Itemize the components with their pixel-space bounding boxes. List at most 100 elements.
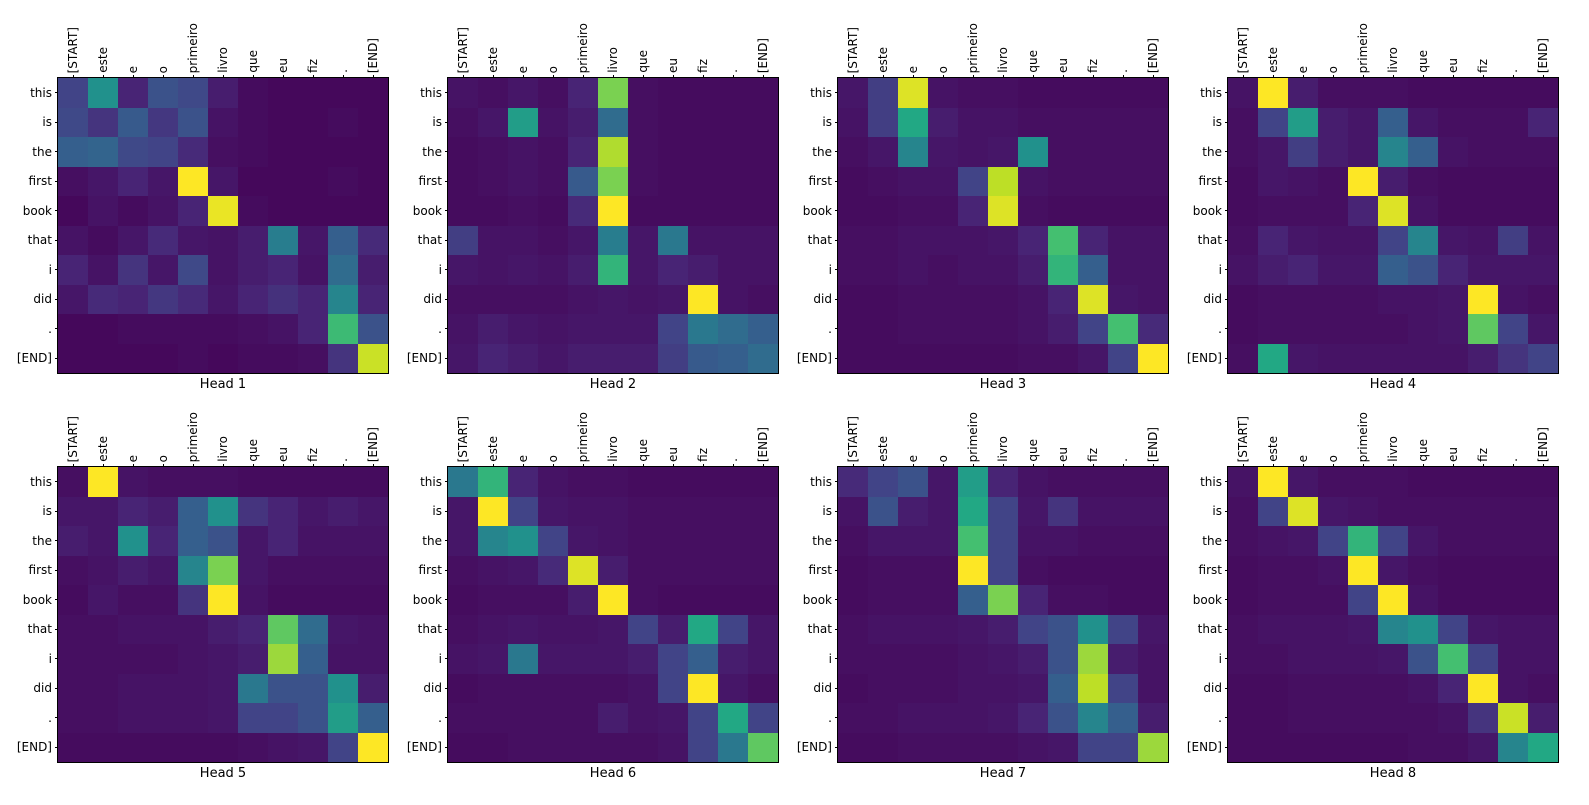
heatmap-cell bbox=[448, 467, 478, 497]
attention-heatmap bbox=[57, 77, 389, 374]
x-tick: fiz bbox=[688, 395, 718, 467]
heatmap-cell bbox=[1408, 614, 1438, 644]
heatmap-cell bbox=[538, 343, 568, 373]
heatmap-cell bbox=[358, 703, 388, 733]
heatmap-cell bbox=[748, 496, 778, 526]
heatmap-cell bbox=[478, 166, 508, 196]
y-tick: this bbox=[782, 467, 838, 497]
x-tick-label: e bbox=[1296, 65, 1310, 73]
heatmap-cell bbox=[298, 526, 328, 556]
x-axis-labels: [START] este e o primeiro livro que eu fiz. [END] bbox=[58, 6, 388, 78]
heatmap-cell bbox=[898, 496, 928, 526]
heatmap-cell bbox=[928, 107, 958, 137]
x-tick-mark bbox=[702, 75, 704, 78]
x-tick-label: e bbox=[516, 65, 530, 73]
heatmap-cell bbox=[1528, 585, 1558, 615]
heatmap-cell bbox=[118, 732, 148, 762]
x-tick: primeiro bbox=[568, 6, 598, 78]
heatmap-cell bbox=[268, 343, 298, 373]
x-tick: [START] bbox=[448, 395, 478, 467]
heatmap-cell bbox=[628, 196, 658, 226]
heatmap-cell bbox=[718, 496, 748, 526]
heatmap-cell bbox=[1378, 225, 1408, 255]
heatmap-cell bbox=[688, 732, 718, 762]
heatmap-cell bbox=[1018, 284, 1048, 314]
heatmap-cell bbox=[448, 644, 478, 674]
y-tick-mark bbox=[55, 628, 58, 630]
heatmap-cell bbox=[268, 496, 298, 526]
heatmap-cell bbox=[898, 644, 928, 674]
y-tick: . bbox=[1172, 703, 1228, 733]
head-title: Head 5 bbox=[199, 766, 247, 781]
heatmap-cell bbox=[658, 555, 688, 585]
heatmap-cell bbox=[958, 703, 988, 733]
heatmap-cell bbox=[58, 526, 88, 556]
heatmap-cell bbox=[1528, 343, 1558, 373]
heatmap-cell bbox=[1318, 703, 1348, 733]
y-tick: this bbox=[1172, 467, 1228, 497]
heatmap-cell bbox=[268, 78, 298, 108]
heatmap-cell bbox=[1318, 467, 1348, 497]
heatmap-cell bbox=[1138, 732, 1168, 762]
heatmap-cell bbox=[538, 732, 568, 762]
attention-head-panel-3: [START] este e o primeiro livro que eu fiz. [END]… bbox=[782, 6, 1169, 395]
heatmap-cell bbox=[1108, 673, 1138, 703]
heatmap-cell bbox=[718, 585, 748, 615]
attention-heatmap bbox=[1227, 77, 1559, 374]
y-tick-mark bbox=[55, 540, 58, 542]
x-tick-label: fiz bbox=[1476, 59, 1490, 73]
x-tick: que bbox=[1018, 6, 1048, 78]
x-tick: . bbox=[1498, 395, 1528, 467]
heatmap-cell bbox=[1228, 732, 1258, 762]
x-tick-mark bbox=[252, 75, 254, 78]
heatmap-cell bbox=[868, 196, 898, 226]
y-tick: [END] bbox=[1172, 344, 1228, 374]
x-tick: este bbox=[478, 395, 508, 467]
heatmap-cell bbox=[1318, 255, 1348, 285]
y-tick-mark bbox=[55, 239, 58, 241]
y-tick-mark bbox=[445, 121, 448, 123]
y-tick-mark bbox=[445, 180, 448, 182]
heatmap-cell bbox=[1018, 225, 1048, 255]
heatmap-cell bbox=[1018, 166, 1048, 196]
heatmap-cell bbox=[868, 585, 898, 615]
heatmap-cell bbox=[1378, 526, 1408, 556]
heatmap-cell bbox=[478, 284, 508, 314]
heatmap-cell bbox=[628, 614, 658, 644]
heatmap-cell bbox=[1228, 255, 1258, 285]
heatmap-cell bbox=[688, 78, 718, 108]
heatmap-cell bbox=[1258, 314, 1288, 344]
heatmap-cell bbox=[898, 255, 928, 285]
heatmap-cell bbox=[958, 555, 988, 585]
heatmap-cell bbox=[328, 196, 358, 226]
heatmap-cell bbox=[1468, 673, 1498, 703]
heatmap-cell bbox=[178, 107, 208, 137]
x-tick-mark bbox=[342, 464, 344, 467]
heatmap-cell bbox=[118, 496, 148, 526]
heatmap-cell bbox=[118, 467, 148, 497]
heatmap-cell bbox=[1258, 555, 1288, 585]
heatmap-cell bbox=[508, 196, 538, 226]
heatmap-cell bbox=[598, 555, 628, 585]
heatmap-cell bbox=[628, 732, 658, 762]
heatmap-cell bbox=[1138, 467, 1168, 497]
heatmap-cell bbox=[1078, 585, 1108, 615]
x-tick-mark bbox=[1032, 75, 1034, 78]
y-tick-mark bbox=[835, 239, 838, 241]
heatmap-cell bbox=[238, 314, 268, 344]
y-tick-mark bbox=[835, 328, 838, 330]
y-tick-mark bbox=[1225, 239, 1228, 241]
heatmap-cell bbox=[1048, 166, 1078, 196]
heatmap-cell bbox=[838, 284, 868, 314]
heatmap-cell bbox=[838, 137, 868, 167]
heatmap-cell bbox=[358, 78, 388, 108]
heatmap-cell bbox=[478, 732, 508, 762]
y-tick-label: the bbox=[422, 533, 442, 548]
heatmap-cell bbox=[958, 526, 988, 556]
x-tick-label: que bbox=[246, 50, 260, 73]
heatmap-cell bbox=[1288, 314, 1318, 344]
heatmap-cell bbox=[1228, 467, 1258, 497]
y-tick-label: . bbox=[48, 710, 52, 725]
heatmap-cell bbox=[658, 614, 688, 644]
y-tick-mark bbox=[55, 180, 58, 182]
